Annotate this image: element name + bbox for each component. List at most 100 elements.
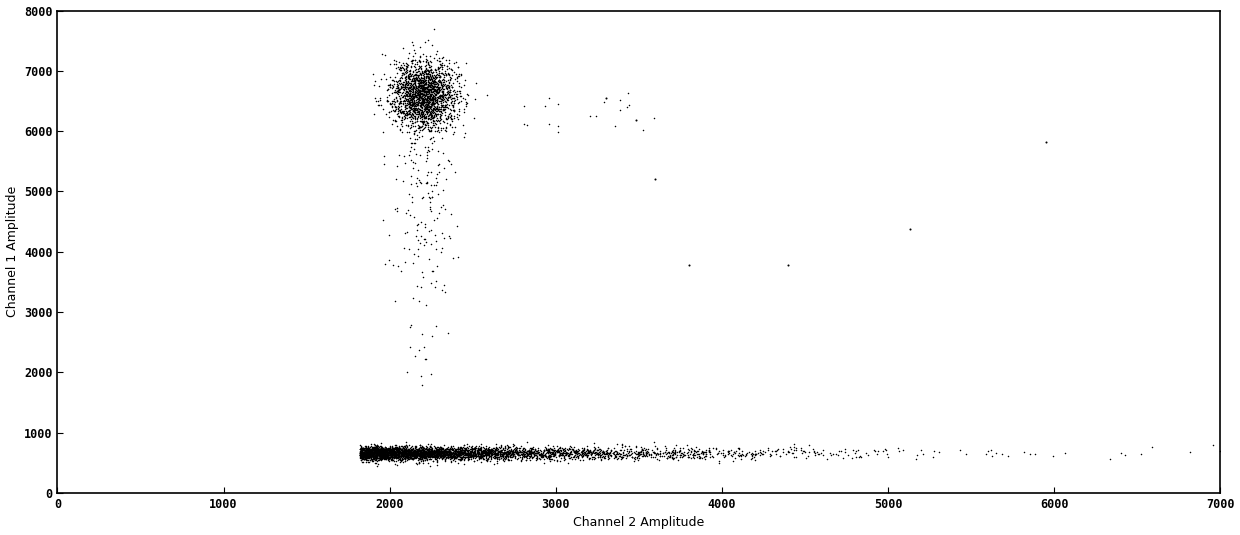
Point <box>615 442 635 450</box>
Point <box>423 85 443 94</box>
Point <box>399 450 419 458</box>
Point <box>467 449 487 458</box>
Point <box>428 83 448 91</box>
Point <box>699 446 719 455</box>
Point <box>621 447 641 455</box>
Point <box>427 114 446 123</box>
Point <box>479 450 498 459</box>
Point <box>351 450 371 458</box>
Point <box>729 444 749 453</box>
Point <box>425 450 445 459</box>
Point <box>356 448 376 456</box>
Point <box>438 442 458 451</box>
Point <box>422 65 441 73</box>
Point <box>758 446 777 454</box>
Point <box>469 452 489 460</box>
Point <box>432 448 451 457</box>
Point <box>479 449 498 457</box>
Point <box>363 454 383 463</box>
Point <box>536 449 556 458</box>
Point <box>405 448 425 457</box>
Point <box>432 202 451 211</box>
Point <box>351 447 371 456</box>
Point <box>412 448 432 457</box>
Point <box>529 446 549 454</box>
Point <box>404 448 424 456</box>
Point <box>513 450 533 458</box>
Point <box>407 449 427 458</box>
Point <box>461 447 481 456</box>
Point <box>428 161 448 170</box>
Point <box>422 455 441 463</box>
Point <box>427 181 446 190</box>
Point <box>405 442 425 451</box>
Point <box>417 92 436 101</box>
Point <box>419 67 439 75</box>
Point <box>386 450 405 458</box>
Point <box>438 449 458 458</box>
Point <box>402 88 422 96</box>
Point <box>430 450 450 458</box>
Point <box>681 454 701 462</box>
Point <box>384 447 404 455</box>
Point <box>386 88 405 96</box>
Point <box>361 447 381 456</box>
Point <box>360 451 379 460</box>
Point <box>417 452 436 461</box>
Point <box>417 108 436 116</box>
Point <box>482 445 502 454</box>
Point <box>401 446 420 454</box>
Point <box>432 444 451 453</box>
Point <box>542 449 562 457</box>
Point <box>396 446 415 454</box>
Point <box>386 93 405 101</box>
Point <box>424 449 444 457</box>
Point <box>373 105 393 113</box>
Point <box>371 451 391 460</box>
Point <box>560 447 580 456</box>
Point <box>436 445 456 453</box>
Point <box>795 448 815 456</box>
Point <box>672 453 692 461</box>
Point <box>361 447 381 456</box>
Point <box>444 94 464 103</box>
Point <box>363 452 383 461</box>
Point <box>537 454 557 462</box>
Point <box>388 449 408 457</box>
Point <box>924 453 944 461</box>
Point <box>429 445 449 454</box>
Point <box>609 449 629 457</box>
Point <box>491 447 511 455</box>
Point <box>358 446 378 455</box>
Point <box>403 104 423 112</box>
Point <box>389 442 409 451</box>
Point <box>429 91 449 100</box>
Point <box>402 81 422 90</box>
Point <box>565 446 585 454</box>
Point <box>393 449 413 458</box>
Point <box>378 452 398 461</box>
Point <box>476 453 496 461</box>
Point <box>438 93 458 101</box>
Point <box>773 448 792 456</box>
Point <box>381 453 401 461</box>
Point <box>518 447 538 456</box>
Point <box>392 448 412 456</box>
Point <box>412 86 432 94</box>
Point <box>613 453 632 461</box>
Point <box>355 444 374 453</box>
Point <box>460 452 480 461</box>
Point <box>389 99 409 108</box>
Point <box>412 81 432 89</box>
Point <box>413 86 433 94</box>
Point <box>433 106 453 114</box>
Point <box>374 445 394 454</box>
Point <box>439 448 459 457</box>
Point <box>673 449 693 458</box>
Point <box>656 449 676 458</box>
Point <box>360 450 379 459</box>
Point <box>539 451 559 460</box>
Point <box>445 453 465 462</box>
Point <box>432 111 451 119</box>
Point <box>358 451 378 460</box>
